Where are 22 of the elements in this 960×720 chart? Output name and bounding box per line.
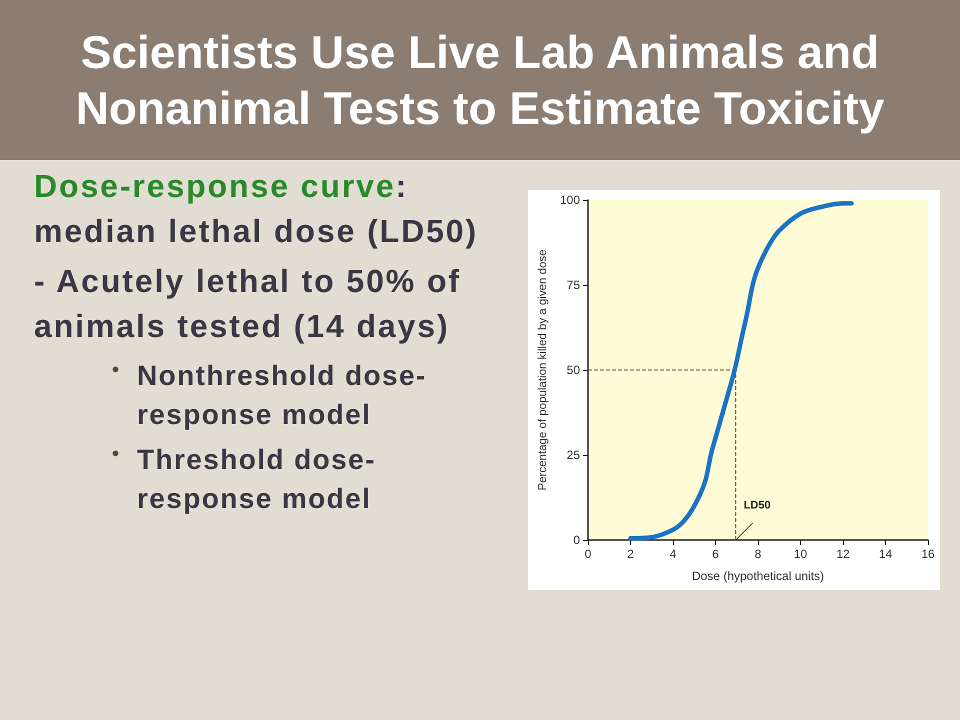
text: • Threshold dose-response model [112, 442, 377, 516]
y-tick-label: 100 [560, 193, 580, 207]
x-tick-label: 14 [878, 547, 892, 561]
x-tick-label: 10 [794, 547, 808, 561]
chart-title: Scientists Use Live Lab Animals and Nonanimal Tests to Estimate Toxicity [74, 24, 886, 136]
text: Dose-response curve: median lethal dose (LD50) [34, 167, 480, 252]
y-tick-label: 75 [566, 278, 580, 292]
ref-line-label: LD50 [744, 500, 771, 512]
x-tick-label: 2 [627, 547, 634, 561]
text: - Acutely lethal to 50% of animals tested (14 days) [34, 262, 462, 346]
x-tick-label: 6 [712, 547, 720, 561]
text: • Nonthreshold dose-response model [112, 358, 428, 432]
x-tick-label: 4 [670, 547, 677, 561]
x-axis-title: Dose (hypothetical units) [692, 569, 824, 583]
y-tick-label: 0 [573, 533, 580, 547]
x-tick-label: 0 [584, 547, 592, 561]
x-tick-label: 8 [754, 547, 762, 561]
x-tick-label: 12 [836, 547, 850, 561]
y-tick-label: 25 [566, 448, 580, 462]
y-tick-label: 50 [566, 363, 580, 377]
x-tick-label: 16 [921, 547, 935, 561]
y-axis-title: Percentage of population killed by a given dose [537, 249, 550, 491]
